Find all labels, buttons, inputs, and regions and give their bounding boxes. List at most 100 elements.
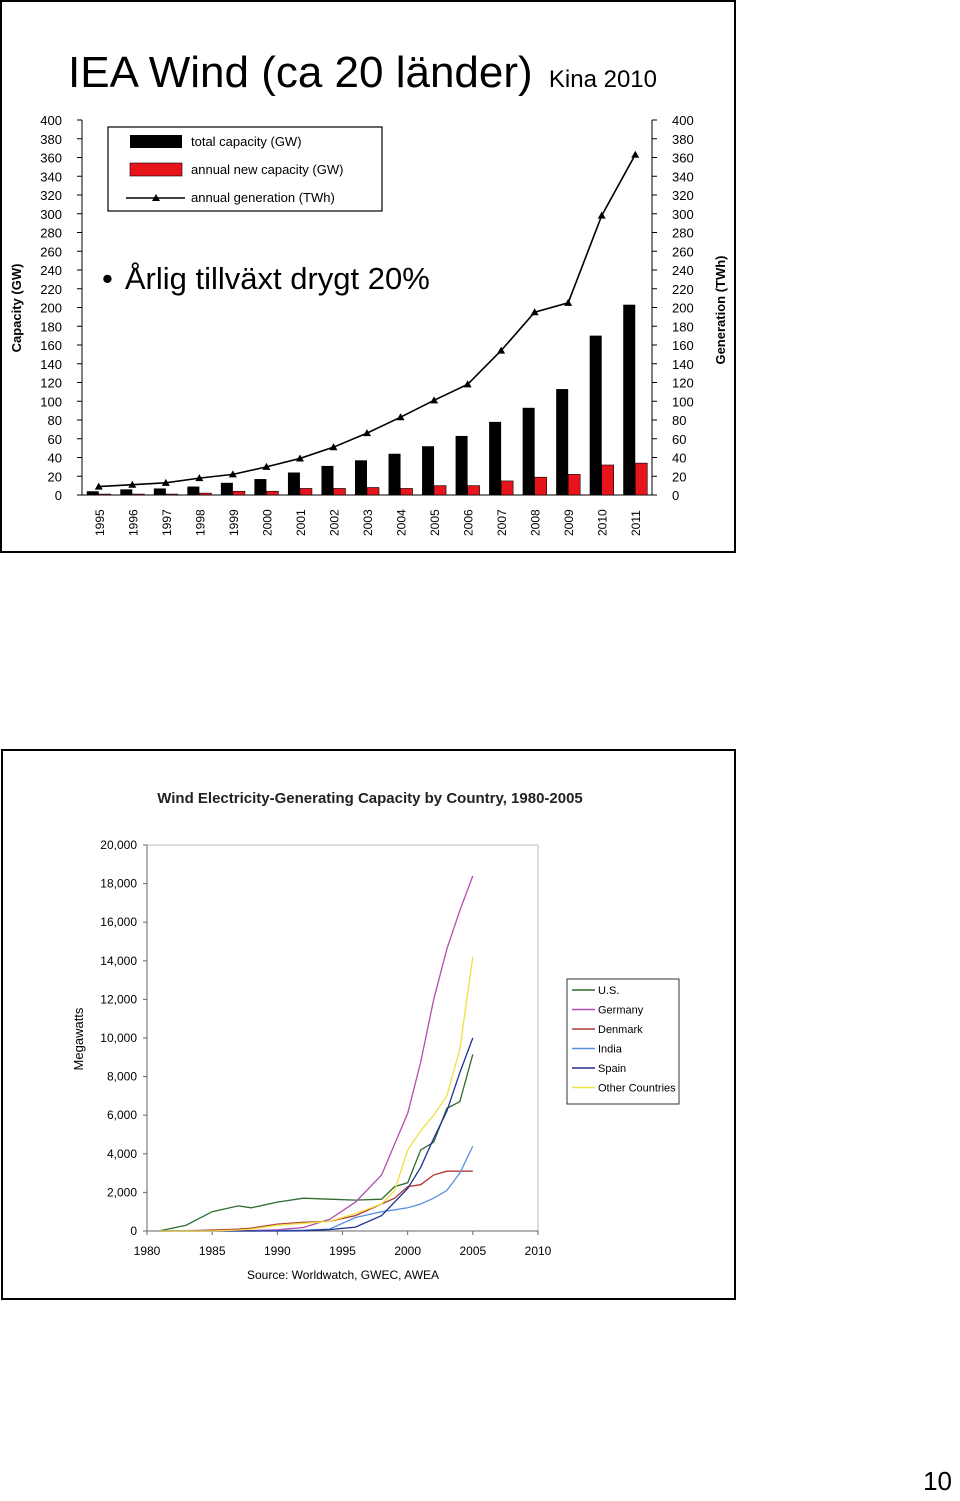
annual-new-capacity-bar bbox=[534, 476, 547, 496]
left-tick-label: 60 bbox=[48, 432, 62, 447]
x-tick-label: 1980 bbox=[134, 1244, 161, 1258]
generation-point bbox=[228, 470, 237, 478]
x-tick-label: 2005 bbox=[459, 1244, 486, 1258]
left-tick-label: 220 bbox=[40, 282, 62, 297]
generation-point bbox=[94, 482, 103, 490]
x-tick-label: 1995 bbox=[93, 509, 107, 536]
legend-label-total: total capacity (GW) bbox=[191, 134, 302, 149]
x-tick-label: 2009 bbox=[562, 509, 576, 536]
legend: U.S. Germany Denmark India Spain Other Countr… bbox=[566, 978, 680, 1105]
right-tick-label: 20 bbox=[672, 469, 686, 484]
annual-new-capacity-bar bbox=[232, 490, 246, 496]
generation-point bbox=[597, 211, 606, 219]
left-tick-label: 240 bbox=[40, 263, 62, 278]
right-tick-label: 0 bbox=[672, 488, 679, 503]
x-tick-label: 2001 bbox=[294, 509, 308, 536]
total-capacity-bar bbox=[120, 489, 133, 495]
bullet-dot-icon: • bbox=[102, 261, 113, 296]
total-capacity-bar bbox=[355, 460, 367, 495]
x-tick-label: 2010 bbox=[525, 1244, 552, 1258]
annual-new-capacity-bar bbox=[266, 490, 279, 496]
legend-marker-generation bbox=[152, 194, 160, 201]
y-tick-label: 16,000 bbox=[100, 915, 137, 929]
right-tick-label: 340 bbox=[672, 169, 694, 184]
total-capacity-bar bbox=[589, 335, 602, 495]
left-tick-label: 0 bbox=[55, 488, 62, 503]
series-lines bbox=[159, 875, 474, 1232]
annual-new-capacity-bar bbox=[467, 485, 480, 496]
left-tick-label: 280 bbox=[40, 226, 62, 241]
right-tick-label: 360 bbox=[672, 151, 694, 166]
axes: 0 2,000 4,000 6,000 8,000 10,000 12,000 14,000 1… bbox=[100, 838, 551, 1258]
x-tick-label: 2010 bbox=[596, 509, 610, 536]
chart-title: Wind Electricity-Generating Capacity by … bbox=[157, 790, 583, 807]
generation-point bbox=[463, 380, 472, 388]
generation-point bbox=[329, 443, 338, 451]
x-tick-label: 1997 bbox=[160, 509, 174, 536]
series-line-denmark bbox=[159, 1170, 473, 1232]
series-line-u-s bbox=[159, 1054, 474, 1232]
left-tick-label: 380 bbox=[40, 132, 62, 147]
annual-new-capacity-bar bbox=[567, 474, 581, 496]
legend-label-denmark: Denmark bbox=[598, 1024, 643, 1036]
slide-1: IEA Wind (ca 20 länder) Kina 2010 0 20 40 6… bbox=[0, 0, 736, 553]
total-capacity-bar bbox=[556, 389, 569, 495]
y-tick-label: 2,000 bbox=[107, 1185, 137, 1199]
total-capacity-bar bbox=[287, 472, 300, 495]
x-tick-label: 2002 bbox=[327, 509, 341, 536]
x-tick-label: 1995 bbox=[329, 1244, 356, 1258]
annual-new-capacity-bar bbox=[131, 493, 145, 496]
legend-label-other-countries: Other Countries bbox=[598, 1083, 676, 1095]
x-tick-label: 1998 bbox=[193, 509, 207, 536]
annual-new-capacity-bar bbox=[500, 480, 514, 496]
left-tick-label: 340 bbox=[40, 169, 62, 184]
legend-label-u-s: U.S. bbox=[598, 985, 619, 997]
annual-new-capacity-bar bbox=[333, 488, 346, 496]
generation-point bbox=[564, 298, 573, 306]
left-axis: 0 20 40 60 80 100 120 140 160 180 200 220 240 260 280 3… bbox=[40, 113, 652, 503]
x-tick-label: 2003 bbox=[361, 509, 375, 536]
y-tick-label: 12,000 bbox=[100, 992, 137, 1006]
right-tick-label: 400 bbox=[672, 113, 694, 128]
total-capacity-bar bbox=[86, 491, 99, 495]
x-tick-label: 2011 bbox=[629, 510, 643, 536]
annual-new-capacity-bar bbox=[165, 493, 179, 496]
x-tick-labels: 1995 1996 1997 1998 1999 2000 2001 2002 2003 2004… bbox=[93, 509, 643, 536]
iea-wind-chart: 0204060801001201401601802002202402602803… bbox=[9, 113, 728, 536]
total-capacity-bar bbox=[623, 304, 636, 495]
left-tick-label: 300 bbox=[40, 207, 62, 222]
right-tick-label: 160 bbox=[672, 338, 694, 353]
y-tick-label: 0 bbox=[130, 1224, 137, 1238]
total-capacity-bar bbox=[388, 453, 401, 495]
legend-label-spain: Spain bbox=[598, 1063, 626, 1075]
legend-swatch-annual-new bbox=[129, 162, 183, 177]
right-tick-label: 120 bbox=[672, 376, 694, 391]
left-tick-label: 400 bbox=[40, 113, 62, 128]
right-axis-title: Generation (TWh) bbox=[713, 255, 728, 364]
x-tick-label: 2008 bbox=[529, 509, 543, 536]
annual-new-capacity-bar bbox=[601, 464, 615, 496]
generation-line bbox=[94, 150, 640, 490]
x-tick-label: 2006 bbox=[462, 509, 476, 536]
axis-titles: Capacity (GW) Generation (TWh) bbox=[9, 255, 728, 364]
legend-box bbox=[566, 978, 680, 1105]
right-tick-label: 100 bbox=[672, 394, 694, 409]
right-tick-label: 300 bbox=[672, 207, 694, 222]
x-tick-label: 2000 bbox=[394, 1244, 421, 1258]
generation-point bbox=[363, 429, 371, 437]
right-tick-label: 320 bbox=[672, 188, 694, 203]
annual-new-capacity-bar bbox=[634, 462, 648, 496]
generation-point bbox=[497, 346, 506, 354]
y-tick-label: 6,000 bbox=[107, 1108, 137, 1122]
x-tick-label: 2007 bbox=[495, 509, 509, 536]
right-tick-label: 140 bbox=[672, 357, 694, 372]
total-capacity-bar bbox=[254, 479, 267, 495]
left-tick-label: 120 bbox=[40, 376, 62, 391]
bars bbox=[86, 304, 648, 496]
right-tick-label: 260 bbox=[672, 244, 694, 259]
total-capacity-bar bbox=[220, 482, 233, 495]
chart-title-group: Wind Electricity-Generating Capacity by … bbox=[71, 790, 583, 1282]
generation-point bbox=[530, 308, 539, 316]
generation-point bbox=[295, 454, 304, 462]
generation-point bbox=[262, 462, 271, 470]
